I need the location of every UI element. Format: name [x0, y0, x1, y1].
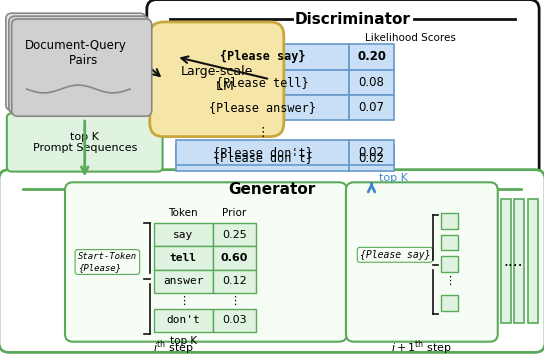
FancyBboxPatch shape — [0, 170, 544, 352]
FancyBboxPatch shape — [147, 0, 539, 186]
Bar — [154, 247, 213, 270]
Text: Discriminator: Discriminator — [295, 12, 411, 27]
Bar — [176, 95, 349, 120]
Text: tell: tell — [170, 253, 197, 263]
Bar — [349, 95, 394, 120]
Bar — [154, 270, 213, 293]
Text: 0.07: 0.07 — [358, 101, 385, 114]
FancyBboxPatch shape — [12, 19, 152, 116]
Bar — [441, 256, 458, 272]
Bar — [349, 44, 394, 69]
Text: ⋮: ⋮ — [229, 296, 240, 306]
Bar — [349, 69, 394, 95]
Text: 0.03: 0.03 — [222, 315, 247, 325]
Text: {Please don't}: {Please don't} — [213, 146, 312, 159]
Bar — [213, 247, 256, 270]
Text: 0.25: 0.25 — [222, 230, 247, 240]
Text: 0.20: 0.20 — [357, 50, 386, 63]
Text: Large-scale
    LM: Large-scale LM — [181, 65, 253, 93]
Bar — [441, 235, 458, 250]
Text: 0.12: 0.12 — [222, 276, 247, 287]
Text: {Please don't}: {Please don't} — [213, 152, 312, 165]
Text: Generator: Generator — [228, 182, 316, 197]
Text: Document-Query
    Pairs: Document-Query Pairs — [25, 39, 127, 67]
Text: 0.08: 0.08 — [358, 76, 385, 89]
Text: 0.60: 0.60 — [221, 253, 248, 263]
FancyBboxPatch shape — [150, 22, 284, 137]
Bar — [176, 140, 349, 165]
Bar — [176, 69, 349, 95]
Bar — [154, 223, 213, 247]
Text: 0.02: 0.02 — [358, 152, 385, 165]
FancyBboxPatch shape — [65, 182, 347, 342]
Text: don't: don't — [166, 315, 200, 325]
Text: answer: answer — [163, 276, 203, 287]
FancyBboxPatch shape — [9, 16, 149, 113]
Bar — [441, 295, 458, 311]
Text: Likelihood Scores: Likelihood Scores — [364, 33, 455, 42]
Bar — [213, 223, 256, 247]
FancyBboxPatch shape — [7, 113, 163, 172]
Text: top K: top K — [380, 173, 409, 183]
Text: {Please say}: {Please say} — [220, 50, 305, 63]
Text: 0.02: 0.02 — [358, 146, 385, 159]
Bar — [349, 140, 394, 165]
FancyBboxPatch shape — [346, 182, 498, 342]
Text: $i+1^{\rm th}$ step: $i+1^{\rm th}$ step — [391, 339, 453, 357]
Text: ....: .... — [504, 255, 523, 270]
Text: {Please answer}: {Please answer} — [209, 101, 316, 114]
Bar — [154, 309, 213, 332]
Bar — [176, 44, 349, 69]
Bar — [213, 270, 256, 293]
Text: ⋮: ⋮ — [178, 296, 189, 306]
Bar — [441, 213, 458, 229]
Text: ⋮: ⋮ — [256, 126, 269, 139]
Bar — [349, 145, 394, 171]
Text: ⋮: ⋮ — [444, 276, 455, 287]
FancyBboxPatch shape — [6, 13, 146, 111]
Bar — [515, 199, 524, 323]
Bar — [176, 145, 349, 171]
Text: Start-Token
{Please}: Start-Token {Please} — [78, 252, 137, 272]
Text: top K
Prompt Sequences: top K Prompt Sequences — [33, 132, 137, 153]
Text: $i^{\rm th}$ step: $i^{\rm th}$ step — [153, 339, 195, 357]
Bar — [500, 199, 511, 323]
Text: {Please tell}: {Please tell} — [217, 76, 309, 89]
Text: Token: Token — [169, 208, 198, 219]
Text: Prior: Prior — [222, 208, 246, 219]
Text: say: say — [173, 230, 194, 240]
Text: {Please say}: {Please say} — [360, 250, 430, 260]
Bar — [528, 199, 538, 323]
Text: top K: top K — [170, 336, 197, 346]
Bar — [213, 309, 256, 332]
